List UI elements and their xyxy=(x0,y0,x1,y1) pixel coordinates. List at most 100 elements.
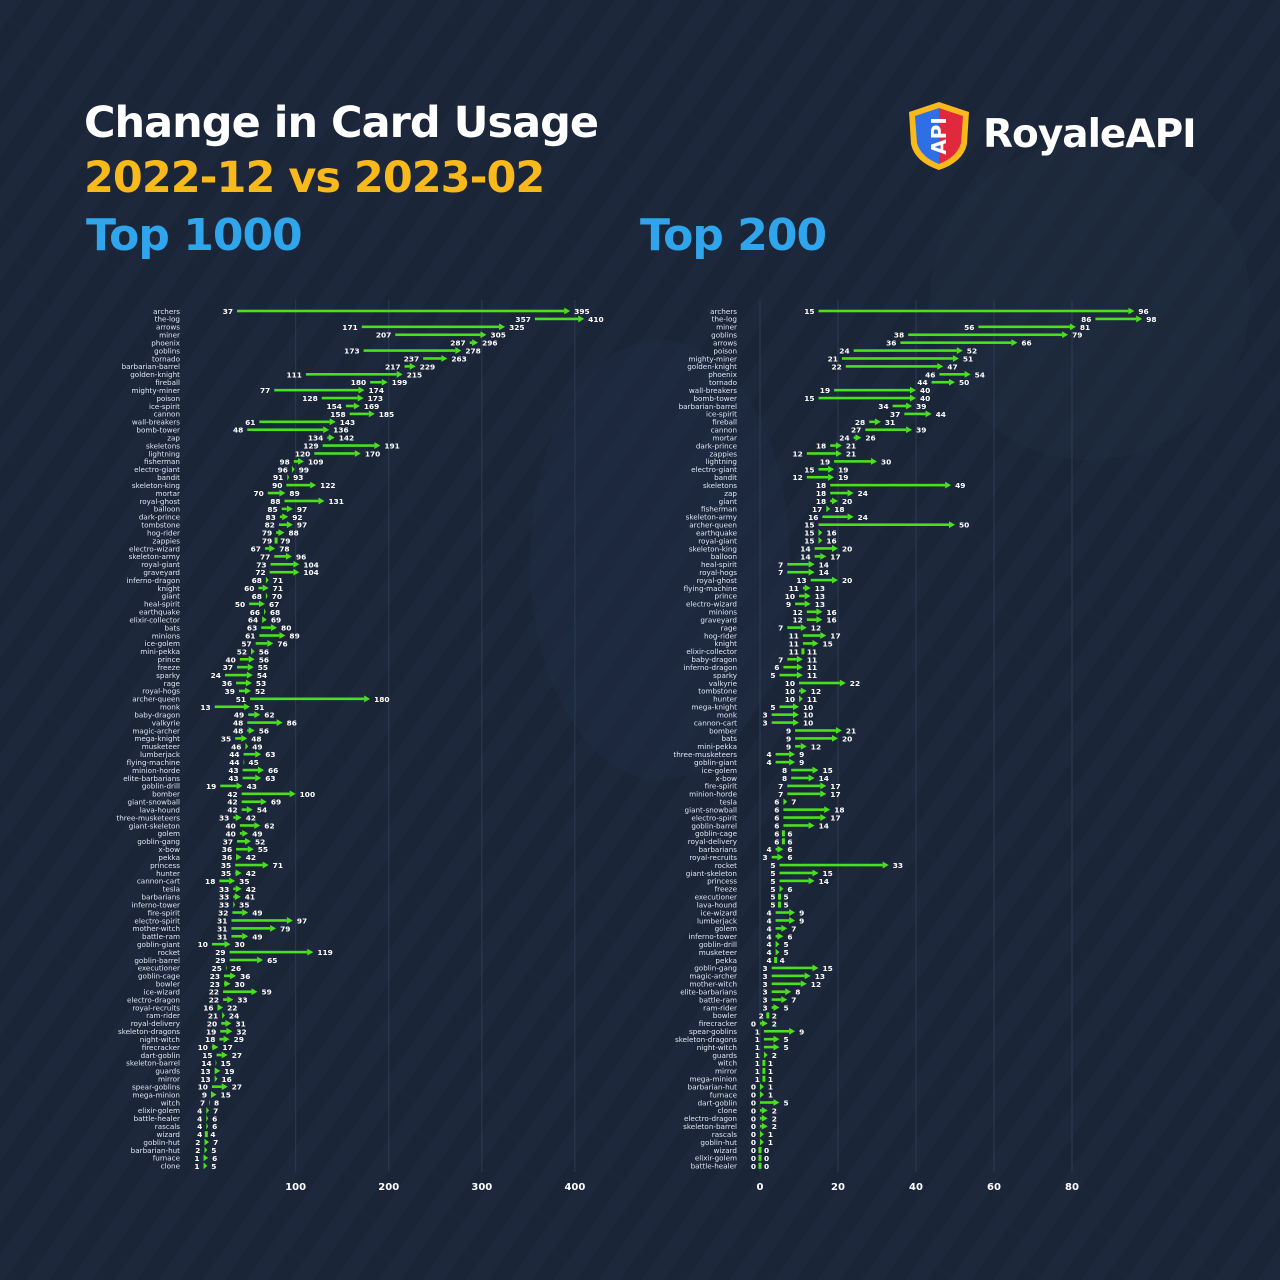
category-label: clone xyxy=(161,1162,181,1171)
category-label: baby-dragon xyxy=(134,710,180,719)
value-label-start: 9 xyxy=(786,742,791,751)
category-label: inferno-tower xyxy=(689,932,738,941)
change-bar xyxy=(241,800,261,804)
value-label-end: 36 xyxy=(240,972,250,981)
change-bar xyxy=(534,317,579,321)
value-label-end: 13 xyxy=(815,592,825,601)
value-label-end: 96 xyxy=(1138,307,1148,316)
category-label: bandit xyxy=(714,473,737,482)
change-bar xyxy=(404,365,410,368)
change-bar xyxy=(314,452,355,455)
change-bar xyxy=(810,578,832,582)
value-label-start: 27 xyxy=(851,426,861,435)
category-label: barbarian-barrel xyxy=(679,402,737,411)
change-bar xyxy=(779,871,813,875)
value-label-end: 11 xyxy=(807,663,817,672)
value-label-end: 143 xyxy=(340,418,355,427)
change-arrowhead xyxy=(820,632,827,639)
value-label-start: 4 xyxy=(197,1122,202,1131)
change-bar xyxy=(775,911,790,914)
change-bar xyxy=(802,642,813,645)
value-label-end: 9 xyxy=(799,909,804,918)
category-label: pekka xyxy=(715,956,737,965)
value-label-end: 79 xyxy=(1072,331,1082,340)
change-arrowhead xyxy=(832,735,838,742)
value-label-start: 28 xyxy=(855,418,865,427)
change-arrowhead xyxy=(271,624,278,631)
value-label-start: 22 xyxy=(209,988,219,997)
value-label-end: 13 xyxy=(815,600,825,609)
value-label-end: 6 xyxy=(212,1114,217,1123)
change-arrowhead xyxy=(828,473,835,481)
change-arrowhead xyxy=(804,600,811,608)
value-label-end: 11 xyxy=(807,671,817,680)
value-label-start: 1 xyxy=(755,1035,760,1044)
change-arrowhead xyxy=(779,885,784,893)
value-label-start: 2 xyxy=(195,1146,200,1155)
change-bar xyxy=(216,1053,222,1057)
x-tick-label: 80 xyxy=(1065,1182,1079,1193)
change-bar xyxy=(978,325,1070,329)
value-label-start: 15 xyxy=(804,465,814,474)
value-label-start: 31 xyxy=(217,916,227,925)
change-arrowhead xyxy=(441,355,448,362)
category-label: skeleton-army xyxy=(686,513,738,522)
category-label: guards xyxy=(712,1051,737,1060)
value-label-end: 21 xyxy=(846,442,856,451)
value-label-end: 24 xyxy=(229,1011,239,1020)
change-arrowhead xyxy=(773,1035,780,1043)
category-label: royal-delivery xyxy=(131,1019,181,1028)
value-label-end: 45 xyxy=(248,758,258,767)
change-arrowhead xyxy=(775,948,780,956)
value-label-start: 11 xyxy=(789,639,799,648)
category-label: x-bow xyxy=(715,774,737,783)
change-bar xyxy=(363,349,456,352)
value-label-start: 9 xyxy=(786,726,791,735)
change-arrowhead xyxy=(804,972,811,980)
value-label-start: 34 xyxy=(878,402,888,411)
value-label-end: 17 xyxy=(830,814,840,823)
change-arrowhead xyxy=(329,418,336,426)
change-arrowhead xyxy=(781,924,788,932)
category-label: mighty-miner xyxy=(688,354,737,363)
value-label-end: 52 xyxy=(255,687,265,696)
category-label: mortar xyxy=(155,489,180,498)
value-label-end: 71 xyxy=(273,861,283,870)
value-label-end: 1 xyxy=(768,1067,773,1076)
value-label-end: 6 xyxy=(212,1154,217,1163)
value-label-start: 20 xyxy=(207,1019,217,1028)
value-label-start: 5 xyxy=(770,703,775,712)
category-label: prince xyxy=(715,592,738,601)
change-bar xyxy=(779,863,883,867)
value-label-start: 15 xyxy=(804,521,814,530)
category-label: dart-goblin xyxy=(141,1051,180,1060)
value-label-start: 0 xyxy=(751,1091,756,1100)
value-label-start: 33 xyxy=(219,893,229,902)
change-bar xyxy=(869,420,875,424)
category-label: lava-hound xyxy=(140,805,180,814)
change-bar xyxy=(361,325,500,329)
category-label: minions xyxy=(709,608,738,617)
change-arrowhead xyxy=(235,885,242,893)
change-arrowhead xyxy=(472,339,479,347)
change-bar xyxy=(822,515,848,519)
category-label: electro-dragon xyxy=(684,1114,737,1123)
category-label: goblin-hut xyxy=(143,1138,180,1147)
change-bar xyxy=(239,657,249,661)
category-label: zap xyxy=(167,433,180,442)
value-label-start: 42 xyxy=(227,806,237,815)
change-bar xyxy=(219,879,230,883)
change-bar xyxy=(247,729,249,732)
value-label-start: 79 xyxy=(262,529,272,538)
change-arrowhead xyxy=(307,948,314,956)
change-bar xyxy=(783,824,809,827)
value-label-start: 18 xyxy=(816,442,826,451)
category-label: cannon xyxy=(711,426,737,435)
category-label: minions xyxy=(152,631,181,640)
change-arrowhead xyxy=(215,1059,217,1067)
value-label-start: 0 xyxy=(751,1122,756,1131)
value-label-end: 10 xyxy=(803,711,813,720)
value-label-end: 15 xyxy=(221,1059,231,1068)
category-label: goblin-cage xyxy=(695,829,738,838)
